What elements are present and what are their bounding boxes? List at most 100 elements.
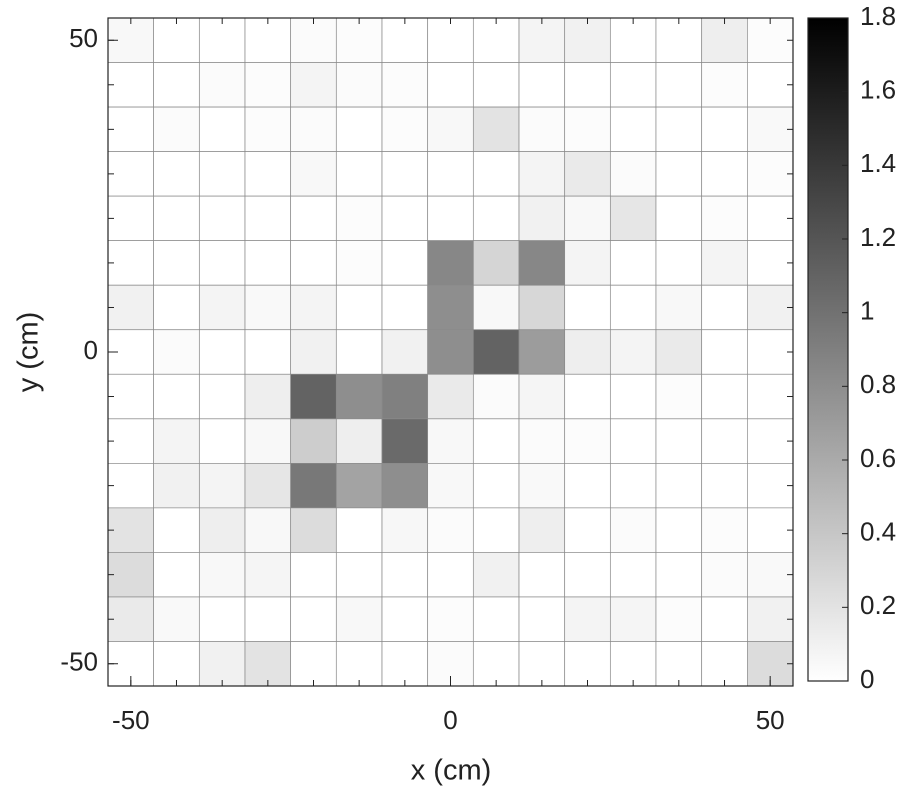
heatmap-cell <box>655 596 702 642</box>
heatmap-cell <box>153 240 200 286</box>
heatmap-cell <box>655 552 702 598</box>
heatmap-cell <box>335 106 383 152</box>
heatmap-cell <box>427 106 474 152</box>
heatmap-cell <box>701 151 748 197</box>
heatmap-cell <box>290 596 337 642</box>
heatmap-cell <box>518 641 566 687</box>
heatmap-cell <box>701 329 748 375</box>
heatmap-cell <box>609 195 657 241</box>
heatmap-cell <box>609 463 657 509</box>
heatmap-cell <box>747 463 794 509</box>
heatmap-cell <box>472 17 520 63</box>
heatmap-cell <box>518 62 566 108</box>
heatmap-cell <box>199 641 246 687</box>
heatmap-cell <box>747 373 794 420</box>
heatmap-cell <box>472 284 520 331</box>
heatmap-cell <box>472 463 520 509</box>
heatmap-cell <box>153 106 200 152</box>
heatmap-cell <box>381 62 429 108</box>
heatmap-cell <box>381 552 429 598</box>
heatmap-cell <box>107 240 154 286</box>
heatmap-cell <box>701 418 748 464</box>
heatmap-cell <box>747 284 794 331</box>
heatmap-cell <box>747 596 794 642</box>
heatmap-cell <box>381 596 429 642</box>
heatmap-cell <box>747 552 794 598</box>
heatmap-cell <box>472 596 520 642</box>
heatmap-cell <box>335 552 383 598</box>
heatmap-cell <box>381 373 429 420</box>
heatmap-cell <box>244 552 292 598</box>
heatmap-cell <box>427 418 474 464</box>
heatmap-cell <box>701 373 748 420</box>
heatmap-cell <box>153 463 200 509</box>
x-tick-label: 0 <box>443 705 457 735</box>
heatmap-cell <box>609 106 657 152</box>
heatmap-cell <box>335 62 383 108</box>
heatmap-cell <box>153 373 200 420</box>
heatmap-cell <box>290 507 337 553</box>
heatmap-cell <box>472 240 520 286</box>
heatmap-cell <box>518 284 566 331</box>
heatmap-cell <box>564 151 611 197</box>
heatmap-cell <box>335 641 383 687</box>
heatmap-cell <box>153 195 200 241</box>
heatmap-cell <box>701 463 748 509</box>
heatmap-cell <box>244 106 292 152</box>
heatmap-cell <box>609 284 657 331</box>
heatmap-cell <box>564 195 611 241</box>
colorbar-tick-label: 1 <box>860 296 874 326</box>
colorbar-tick-label: 1.2 <box>860 222 896 252</box>
heatmap-cell <box>153 552 200 598</box>
x-tick-label: 50 <box>756 705 785 735</box>
heatmap-cell <box>244 596 292 642</box>
heatmap-cell <box>564 641 611 687</box>
colorbar-tick-label: 0.8 <box>860 369 896 399</box>
heatmap-cell <box>518 17 566 63</box>
heatmap-cell <box>153 418 200 464</box>
heatmap-cell <box>518 552 566 598</box>
heatmap-cell <box>381 507 429 553</box>
heatmap-cell <box>518 240 566 286</box>
heatmap-cell <box>518 373 566 420</box>
heatmap-cell <box>199 596 246 642</box>
heatmap-cell <box>199 418 246 464</box>
heatmap-cell <box>518 507 566 553</box>
heatmap-cell <box>655 106 702 152</box>
heatmap-cell <box>107 507 154 553</box>
heatmap-cell <box>609 240 657 286</box>
heatmap-cell <box>335 418 383 464</box>
heatmap-cell <box>335 329 383 375</box>
heatmap-cell <box>244 151 292 197</box>
heatmap-cell <box>290 284 337 331</box>
heatmap-cell <box>290 106 337 152</box>
x-axis-label: x (cm) <box>411 755 492 787</box>
heatmap-cell <box>244 195 292 241</box>
heatmap-cell <box>335 17 383 63</box>
heatmap-cell <box>518 329 566 375</box>
heatmap-cell <box>290 552 337 598</box>
heatmap-cell <box>244 463 292 509</box>
heatmap-cell <box>701 552 748 598</box>
heatmap-cell <box>747 17 794 63</box>
heatmap-cell <box>427 596 474 642</box>
heatmap-cell <box>199 507 246 553</box>
heatmap-cell <box>107 418 154 464</box>
heatmap-cell <box>655 195 702 241</box>
y-tick-label: 0 <box>84 335 98 365</box>
heatmap-cell <box>609 641 657 687</box>
heatmap-cell <box>107 62 154 108</box>
heatmap-cell <box>518 195 566 241</box>
heatmap-cell <box>609 329 657 375</box>
heatmap-cell <box>244 240 292 286</box>
heatmap-cell <box>609 62 657 108</box>
heatmap-cell <box>427 284 474 331</box>
heatmap-cell <box>472 418 520 464</box>
heatmap-cell <box>747 151 794 197</box>
heatmap-cell <box>107 463 154 509</box>
heatmap-cell <box>747 329 794 375</box>
heatmap-cell <box>290 641 337 687</box>
heatmap-cell <box>747 195 794 241</box>
colorbar-tick-label: 0.2 <box>860 590 896 620</box>
heatmap-cell <box>564 106 611 152</box>
